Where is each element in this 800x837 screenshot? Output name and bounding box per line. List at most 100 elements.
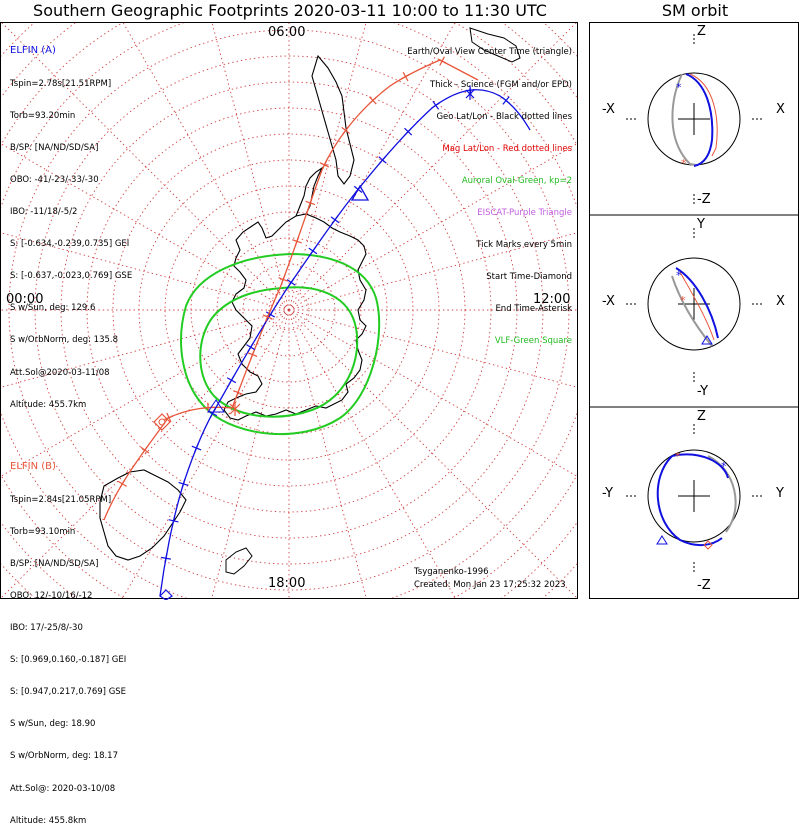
legend-item: EISCAT-Purple Triangle	[477, 207, 572, 218]
svg-text:*: *	[676, 81, 682, 94]
panel3-top-label: Z	[697, 409, 706, 424]
orbit-frame	[589, 22, 799, 599]
elfin-a-line: Altitude: 455.7km	[10, 399, 87, 410]
tick-mark	[342, 126, 350, 135]
hour-label-bottom: 18:00	[268, 576, 306, 591]
elfin-b-line: Att.Sol@: 2020-03-10/08	[10, 783, 116, 794]
svg-text:*: *	[680, 294, 686, 307]
tick-mark	[164, 553, 168, 564]
tick-mark	[119, 479, 126, 489]
orbit-panel-title: SM orbit	[661, 1, 729, 20]
tick-mark	[431, 101, 441, 109]
mag-lat-circle	[8, 29, 570, 591]
tick-mark	[265, 312, 271, 322]
panel3-right-label: Y	[776, 486, 784, 501]
svg-text:*: *	[681, 157, 687, 170]
svg-text:*: *	[676, 269, 682, 282]
elfin-a-end-asterisk	[465, 88, 475, 100]
mag-lon-line	[288, 23, 456, 311]
mag-lon-line	[288, 309, 577, 388]
elfin-a-line: B/SP: [NA/ND/SD/SA]	[10, 142, 99, 153]
tick-mark	[164, 415, 174, 421]
legend-item: Start Time-Diamond	[486, 272, 572, 283]
mag-lat-circle	[60, 81, 518, 539]
elfin-b-info: ELFIN (B) Tspin=2.84s[21.05RPM] Torb=93.…	[10, 441, 126, 837]
mag-lon-line	[1, 23, 290, 311]
tick-mark	[250, 349, 255, 360]
legend-item: Mag Lat/Lon - Red dotted lines	[442, 143, 572, 154]
australia-coastline	[99, 469, 187, 561]
tick-mark	[501, 96, 511, 105]
hour-label-right: 12:00	[533, 292, 571, 307]
elfin-b-line: S: [0.947,0.217,0.769] GSE	[10, 687, 127, 698]
legend-item: Tick Marks every 5min	[476, 240, 572, 251]
mag-lat-circle	[216, 237, 362, 383]
tick-mark	[228, 375, 235, 385]
tick-mark	[437, 58, 447, 64]
mag-lon-line	[288, 309, 367, 598]
antarctic-peninsula	[295, 166, 324, 217]
legend: Earth/Oval View Center Time (triangle) T…	[407, 26, 572, 358]
elfin-a-line: Att.Sol@2020-03-11/08	[10, 367, 110, 378]
polar-map	[1, 23, 577, 598]
orbit-panel-xy: * *	[626, 228, 762, 382]
tick-mark	[141, 445, 149, 455]
elfin-b-line: B/SP: [NA/ND/SD/SA]	[10, 558, 99, 569]
elfin-a-center-triangle	[350, 184, 370, 201]
mag-lat-circle	[86, 107, 492, 513]
tick-mark	[378, 155, 387, 165]
elfin-a-line: OBO: -41/-23/-33/-30	[10, 174, 99, 185]
plot-title: Southern Geographic Footprints 2020-03-1…	[33, 1, 547, 20]
model-credit: Tsyganenko-1996	[414, 567, 489, 577]
tick-mark	[194, 443, 199, 453]
hour-label-left: 00:00	[6, 292, 44, 307]
hour-label-top: 06:00	[268, 25, 306, 40]
tick-mark	[235, 387, 241, 398]
antarctica-coastline	[223, 213, 367, 421]
legend-item: Earth/Oval View Center Time (triangle)	[407, 47, 572, 58]
legend-item: End Time-Asterisk	[495, 304, 572, 315]
elfin-a-line: S w/Sun, deg: 129.6	[10, 303, 96, 314]
panel1-bottom-label: -Z	[697, 192, 711, 207]
footprint-figure: * * * * * *	[0, 22, 799, 600]
tick-mark	[368, 96, 377, 105]
panel2-right-label: X	[776, 294, 785, 309]
elfin-a-line: S w/OrbNorm, deg: 135.8	[10, 335, 119, 346]
elfin-a-line: IBO: -11/18/-5/2	[10, 206, 78, 217]
elfin-b-line: Tspin=2.84s[21.05RPM]	[10, 494, 112, 505]
tick-mark	[280, 274, 286, 285]
mag-lon-line	[288, 23, 367, 311]
panel2-top-label: Y	[697, 217, 705, 232]
elfin-b-start-diamond	[153, 413, 171, 431]
panel3-bottom-label: -Z	[697, 578, 711, 593]
elfin-b-line: S w/OrbNorm, deg: 18.17	[10, 751, 119, 762]
tick-mark	[209, 408, 216, 419]
elfin-a-line: Tspin=2.78s[21.51RPM]	[10, 78, 112, 89]
panel1-left-label: -X	[602, 102, 615, 117]
legend-item: Geo Lat/Lon - Black dotted lines	[436, 111, 572, 122]
auroral-oval-outer	[180, 252, 381, 436]
svg-text:*: *	[721, 460, 727, 473]
legend-item: VLF-Green Square	[494, 336, 572, 347]
elfin-a-footprint-track	[159, 89, 531, 597]
elfin-b-center-triangle	[207, 399, 225, 413]
mag-lon-line	[211, 23, 290, 311]
mag-lat-circle	[34, 55, 544, 565]
tick-mark	[331, 215, 339, 225]
mag-lon-line	[288, 232, 577, 311]
elfin-b-tick-marks	[117, 56, 447, 489]
mag-lon-line	[1, 143, 290, 311]
auroral-oval-inner	[199, 286, 359, 418]
mag-lon-line	[288, 23, 577, 311]
tick-mark	[309, 246, 317, 256]
africa-coastline	[469, 27, 521, 63]
tick-mark	[321, 160, 328, 170]
legend-item: Auroral Oval-Green, kp=2	[461, 175, 572, 186]
mag-lon-line	[1, 309, 290, 477]
tick-mark	[181, 478, 186, 489]
orbit-panel-xz: * *	[626, 34, 762, 204]
elfin-b-line: Altitude: 455.8km	[10, 815, 87, 826]
tick-mark	[308, 198, 313, 208]
mag-lon-line	[211, 309, 290, 598]
legend-item: Thick - Science (FGM and/or EPD)	[429, 79, 572, 90]
